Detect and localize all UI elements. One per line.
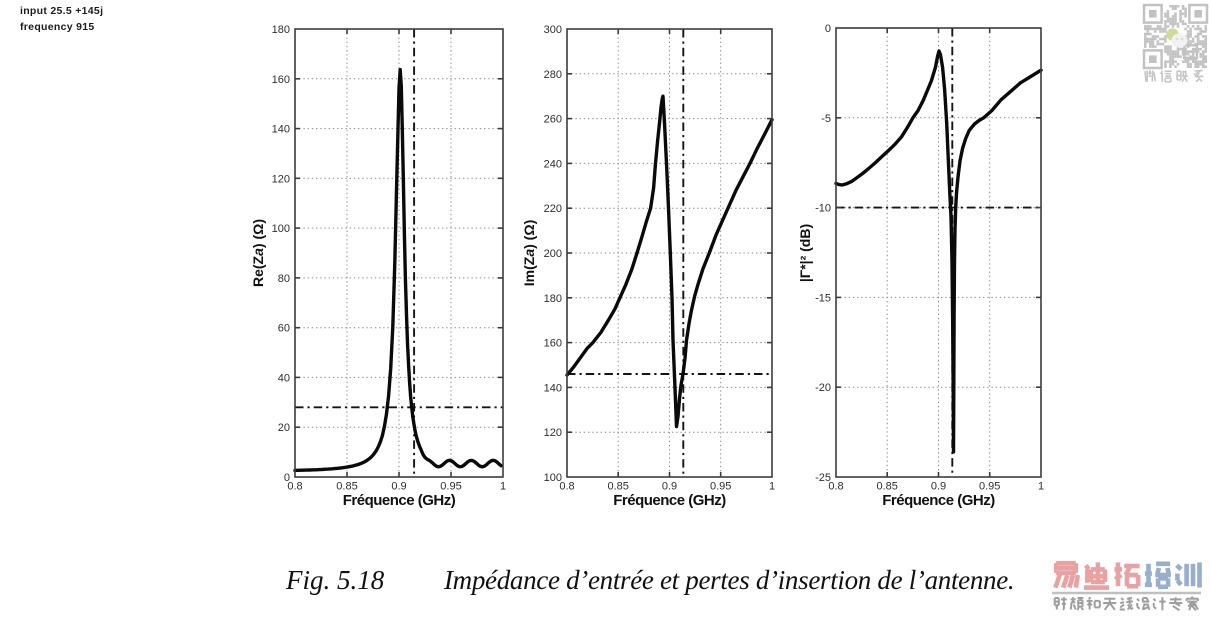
svg-text:0.9: 0.9: [662, 481, 677, 493]
svg-text:140: 140: [544, 382, 562, 394]
svg-text:1: 1: [500, 481, 506, 493]
svg-text:Re(Za) (Ω): Re(Za) (Ω): [250, 219, 266, 287]
svg-text:0.95: 0.95: [710, 481, 731, 493]
svg-text:Fréquence (GHz): Fréquence (GHz): [613, 492, 726, 509]
svg-text:-20: -20: [815, 382, 831, 394]
svg-text:120: 120: [272, 173, 290, 185]
svg-text:60: 60: [278, 323, 290, 335]
svg-text:0.85: 0.85: [336, 481, 357, 493]
svg-text:120: 120: [544, 427, 562, 439]
svg-text:0.95: 0.95: [440, 481, 461, 493]
svg-text:Fréquence (GHz): Fréquence (GHz): [343, 492, 456, 509]
svg-text:0.8: 0.8: [287, 481, 302, 493]
svg-text:100: 100: [272, 223, 290, 235]
svg-text:160: 160: [272, 74, 290, 86]
svg-text:160: 160: [544, 338, 562, 350]
svg-text:-10: -10: [815, 203, 831, 215]
svg-text:0.9: 0.9: [391, 481, 406, 493]
svg-text:-15: -15: [815, 292, 831, 304]
svg-text:20: 20: [278, 422, 290, 434]
svg-text:100: 100: [544, 472, 562, 484]
svg-text:280: 280: [544, 69, 562, 81]
svg-text:40: 40: [278, 372, 290, 384]
svg-text:200: 200: [544, 248, 562, 260]
svg-text:80: 80: [278, 273, 290, 285]
svg-text:Im(Za) (Ω): Im(Za) (Ω): [521, 220, 537, 286]
svg-text:0: 0: [825, 23, 831, 35]
svg-text:180: 180: [272, 24, 290, 36]
svg-text:-25: -25: [815, 472, 831, 484]
svg-text:Fréquence (GHz): Fréquence (GHz): [882, 492, 995, 509]
svg-text:0.85: 0.85: [607, 481, 628, 493]
svg-text:140: 140: [272, 124, 290, 136]
svg-text:300: 300: [544, 24, 562, 36]
svg-text:|Γ*|² (dB): |Γ*|² (dB): [797, 224, 813, 282]
svg-text:0.85: 0.85: [876, 481, 897, 493]
svg-text:220: 220: [544, 203, 562, 215]
svg-text:1: 1: [1038, 481, 1044, 493]
svg-text:0.8: 0.8: [828, 481, 843, 493]
svg-text:240: 240: [544, 158, 562, 170]
svg-text:260: 260: [544, 114, 562, 126]
svg-text:0: 0: [284, 472, 290, 484]
svg-text:180: 180: [544, 293, 562, 305]
svg-text:-5: -5: [821, 113, 831, 125]
svg-text:0.95: 0.95: [979, 481, 1000, 493]
svg-text:0.9: 0.9: [931, 481, 946, 493]
svg-text:1: 1: [769, 481, 775, 493]
svg-text:0.8: 0.8: [559, 481, 574, 493]
